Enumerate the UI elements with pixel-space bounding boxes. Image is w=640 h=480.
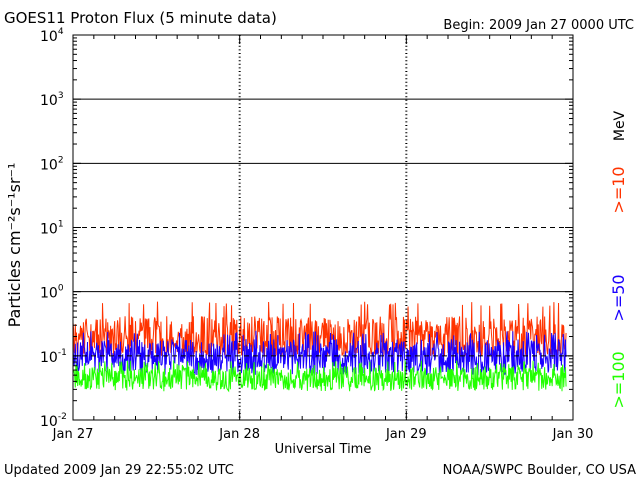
y-tick-exponent: 1 (58, 220, 64, 230)
y-tick-base: 10 (40, 93, 58, 109)
y-tick-label: 10-2 (40, 412, 67, 430)
x-tick-label: Jan 27 (52, 427, 94, 442)
y-tick-label: 104 (40, 27, 64, 45)
y-tick-label: 101 (40, 220, 64, 238)
y-tick-label: 102 (40, 155, 64, 173)
legend: MeV >=10 >=50 >=100 (609, 110, 628, 408)
legend-entry: >=100 (609, 351, 628, 408)
legend-entry: >=10 (609, 166, 628, 213)
x-tick-label: Jan 29 (385, 427, 427, 442)
y-tick-label: 103 (40, 91, 64, 109)
y-tick-base: 10 (40, 414, 58, 430)
legend-unit: MeV (612, 110, 628, 141)
begin-date: Begin: 2009 Jan 27 0000 UTC (443, 18, 634, 33)
series-line (72, 301, 567, 358)
y-tick-exponent: -1 (58, 348, 67, 358)
y-tick-base: 10 (40, 350, 58, 366)
y-tick-exponent: 3 (58, 91, 64, 101)
grid-layer (73, 35, 573, 420)
y-tick-exponent: 0 (58, 284, 64, 294)
chart-title: GOES11 Proton Flux (5 minute data) (4, 9, 277, 27)
x-tick-label: Jan 28 (218, 427, 260, 442)
updated-timestamp: Updated 2009 Jan 29 22:55:02 UTC (4, 463, 234, 478)
y-tick-base: 10 (40, 157, 58, 173)
y-tick-base: 10 (40, 29, 58, 45)
y-tick-label: 10-1 (40, 348, 67, 366)
y-tick-label: 100 (40, 284, 64, 302)
series-line (72, 360, 567, 393)
ticks-layer (72, 35, 574, 421)
y-tick-exponent: 2 (58, 155, 64, 165)
y-tick-exponent: 4 (58, 27, 64, 37)
x-tick-labels: Jan 27 Jan 28 Jan 29 Jan 30 (52, 427, 594, 442)
series-layer (72, 301, 567, 393)
data-source: NOAA/SWPC Boulder, CO USA (443, 463, 636, 478)
y-axis-label: Particles cm⁻²s⁻¹sr⁻¹ (5, 163, 24, 328)
x-axis-label: Universal Time (275, 442, 372, 457)
legend-entry: >=50 (609, 274, 628, 321)
y-tick-base: 10 (40, 286, 58, 302)
x-tick-label: Jan 30 (552, 427, 594, 442)
y-tick-exponent: -2 (58, 412, 67, 422)
y-tick-base: 10 (40, 222, 58, 238)
